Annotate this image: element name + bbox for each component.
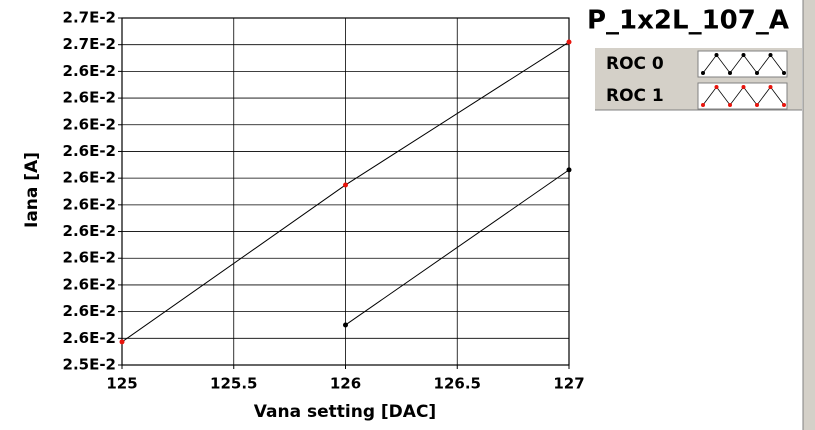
x-tick-label: 127 — [553, 375, 584, 393]
data-point — [343, 322, 348, 328]
y-tick-label: 2.6E-2 — [63, 89, 116, 107]
chart-title: P_1x2L_107_A — [587, 6, 789, 36]
y-axis-label: Iana [A] — [22, 152, 42, 228]
scroll-edge — [803, 0, 815, 430]
legend-icon-marker — [728, 103, 732, 107]
x-axis-label: Vana setting [DAC] — [254, 402, 436, 422]
y-tick-label: 2.6E-2 — [63, 195, 116, 213]
data-point — [119, 339, 125, 345]
legend-icon-marker — [741, 53, 746, 57]
y-tick-label: 2.6E-2 — [63, 169, 116, 187]
y-tick-label: 2.7E-2 — [63, 9, 116, 27]
legend-icon-marker — [768, 53, 773, 57]
legend-icon-marker — [755, 103, 759, 107]
legend-icon-marker — [741, 85, 746, 89]
x-tick-label: 125 — [106, 375, 137, 393]
series-line — [345, 169, 570, 326]
x-tick-label: 126.5 — [434, 375, 481, 393]
x-tick-label: 125.5 — [210, 375, 257, 393]
y-tick-label: 2.6E-2 — [63, 222, 116, 240]
legend-icon-marker — [714, 85, 719, 89]
legend-icon-marker — [714, 53, 719, 57]
legend-icon-marker — [768, 85, 773, 89]
y-tick-label: 2.6E-2 — [63, 62, 116, 80]
y-tick-label: 2.6E-2 — [63, 329, 116, 347]
data-point — [566, 39, 572, 45]
y-tick-label: 2.6E-2 — [63, 142, 116, 160]
legend-icon-marker — [782, 71, 786, 75]
legend-icon-marker — [701, 71, 705, 75]
plot-frame — [121, 17, 570, 366]
legend-icon-marker — [755, 71, 759, 75]
y-tick-label: 2.6E-2 — [63, 302, 116, 320]
y-tick-label: 2.5E-2 — [63, 356, 116, 374]
y-tick-label: 2.6E-2 — [63, 249, 116, 267]
legend-icon-marker — [782, 103, 786, 107]
data-point — [343, 182, 348, 188]
y-tick-label: 2.6E-2 — [63, 275, 116, 293]
legend-label: ROC 0 — [606, 54, 664, 74]
y-tick-label: 2.7E-2 — [63, 35, 116, 53]
legend-label: ROC 1 — [606, 86, 664, 106]
legend-icon-marker — [728, 71, 732, 75]
data-point — [566, 167, 572, 173]
legend-icon-marker — [701, 103, 705, 107]
y-tick-label: 2.6E-2 — [63, 115, 116, 133]
x-tick-label: 126 — [330, 375, 361, 393]
